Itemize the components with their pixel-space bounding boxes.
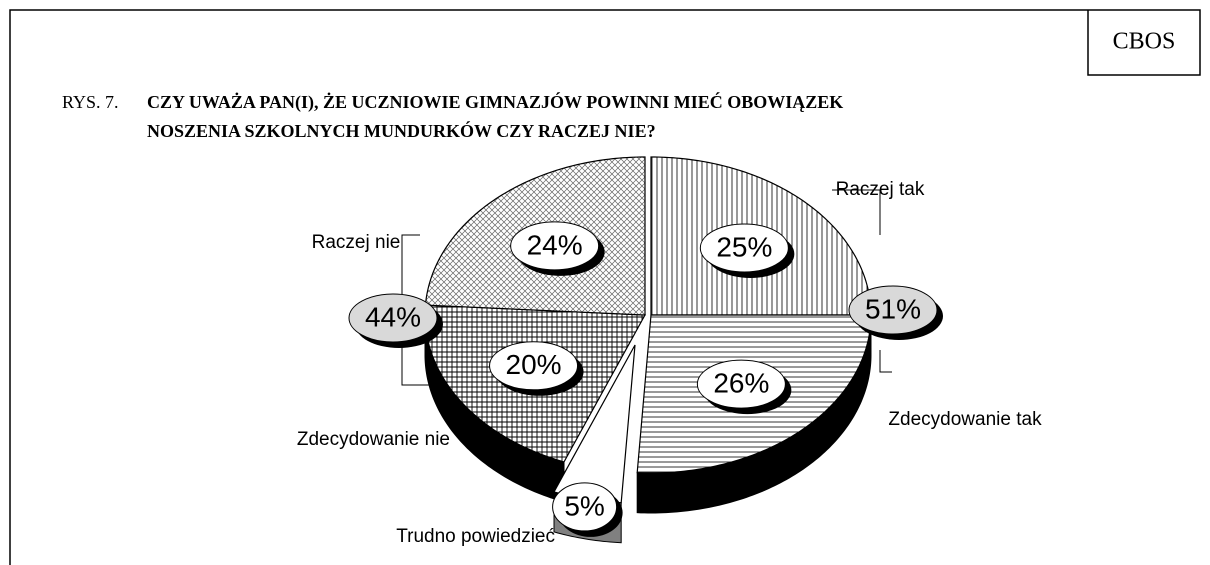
value-label: [552, 482, 618, 532]
value-label-text: 24%: [527, 229, 583, 260]
figure-label: RYS. 7.: [62, 92, 119, 112]
group-label: [348, 293, 438, 343]
category-label: Zdecydowanie tak: [888, 409, 1042, 430]
value-label: [510, 221, 600, 271]
value-label: [489, 341, 579, 391]
value-label: [696, 359, 786, 409]
source: CBOS: [1113, 29, 1176, 55]
brackets: [401, 189, 892, 386]
category-label: Zdecydowanie nie: [297, 429, 450, 450]
category-label: Raczej tak: [836, 179, 925, 200]
value-label: [699, 223, 789, 273]
chart-title: CZY UWAŻA PAN(I), ŻE UCZNIOWIE GIMNAZJÓW…: [147, 91, 843, 113]
value-label-text: 26%: [713, 367, 769, 398]
group-label: [848, 285, 938, 335]
frame: [9, 9, 1201, 565]
value-label-text: 20%: [506, 349, 562, 380]
category-label: Trudno powiedzieć: [396, 526, 555, 547]
category-label: Raczej nie: [312, 232, 401, 253]
value-label-text: 25%: [716, 231, 772, 262]
group-label-text: 44%: [365, 301, 421, 332]
chart-title: NOSZENIA SZKOLNYCH MUNDURKÓW CZY RACZEJ …: [147, 120, 656, 141]
value-label-text: 5%: [564, 490, 604, 521]
group-label-text: 51%: [865, 293, 921, 324]
